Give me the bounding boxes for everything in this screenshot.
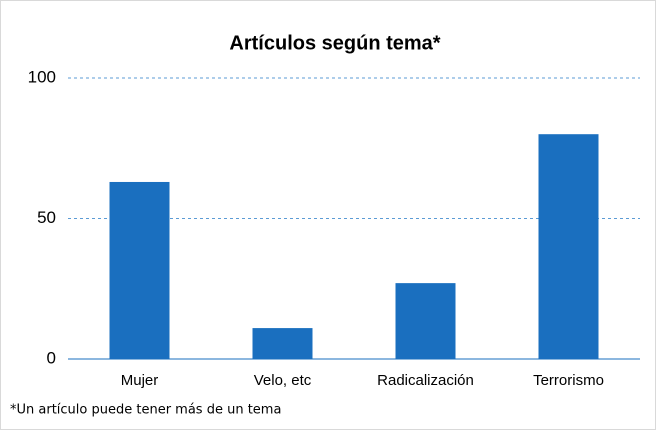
y-tick-label: 50 bbox=[37, 208, 56, 227]
y-tick-label: 0 bbox=[47, 348, 56, 367]
x-tick-label: Velo, etc bbox=[254, 372, 312, 389]
y-tick-label: 100 bbox=[28, 67, 56, 86]
bar bbox=[252, 328, 313, 359]
bar bbox=[109, 181, 170, 359]
chart-title: Artículos según tema* bbox=[229, 32, 440, 54]
x-tick-label: Mujer bbox=[121, 372, 159, 389]
x-tick-label: Terrorismo bbox=[533, 372, 604, 389]
footnote: *Un artículo puede tener más de un tema bbox=[10, 403, 281, 418]
bar bbox=[538, 134, 599, 359]
bar bbox=[395, 283, 456, 359]
x-tick-label: Radicalización bbox=[377, 372, 474, 389]
